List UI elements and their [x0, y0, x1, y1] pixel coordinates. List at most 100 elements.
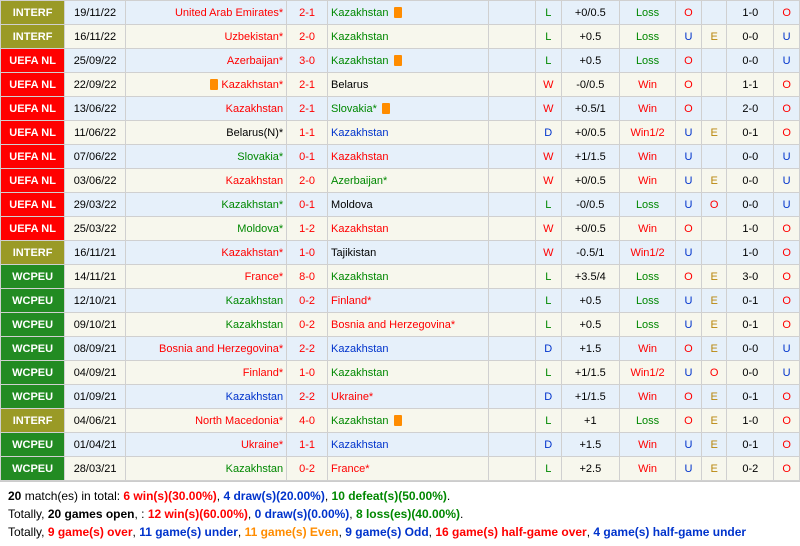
away-team[interactable]: Kazakhstan — [328, 433, 489, 457]
home-team[interactable]: Kazakhstan* — [125, 193, 286, 217]
home-team[interactable]: Finland* — [125, 361, 286, 385]
match-row[interactable]: UEFA NL13/06/22Kazakhstan2-1Slovakia* W+… — [1, 97, 800, 121]
first-half — [489, 217, 536, 241]
away-team[interactable]: Kazakhstan — [328, 409, 489, 433]
home-team[interactable]: North Macedonia* — [125, 409, 286, 433]
match-row[interactable]: WCPEU01/04/21Ukraine*1-1KazakhstanD+1.5W… — [1, 433, 800, 457]
match-row[interactable]: WCPEU09/10/21Kazakhstan0-2Bosnia and Her… — [1, 313, 800, 337]
score[interactable]: 0-1 — [287, 193, 328, 217]
score[interactable]: 0-2 — [287, 457, 328, 481]
handicap: +1/1.5 — [561, 385, 619, 409]
ou-2 — [701, 73, 727, 97]
competition-badge: INTERF — [1, 1, 65, 25]
score[interactable]: 2-1 — [287, 73, 328, 97]
result: W — [535, 217, 561, 241]
score[interactable]: 4-0 — [287, 409, 328, 433]
home-team[interactable]: Kazakhstan — [125, 289, 286, 313]
ht-score: 0-0 — [727, 169, 774, 193]
away-team[interactable]: Kazakhstan — [328, 145, 489, 169]
home-team[interactable]: Kazakhstan — [125, 169, 286, 193]
away-team[interactable]: Kazakhstan — [328, 265, 489, 289]
match-row[interactable]: WCPEU14/11/21France*8-0KazakhstanL+3.5/4… — [1, 265, 800, 289]
home-team[interactable]: Bosnia and Herzegovina* — [125, 337, 286, 361]
match-row[interactable]: UEFA NL22/09/22 Kazakhstan*2-1BelarusW-0… — [1, 73, 800, 97]
match-row[interactable]: UEFA NL07/06/22Slovakia*0-1KazakhstanW+1… — [1, 145, 800, 169]
home-team[interactable]: Kazakhstan — [125, 457, 286, 481]
score[interactable]: 2-2 — [287, 337, 328, 361]
score[interactable]: 0-1 — [287, 145, 328, 169]
score[interactable]: 2-0 — [287, 169, 328, 193]
score[interactable]: 1-0 — [287, 241, 328, 265]
away-team[interactable]: Belarus — [328, 73, 489, 97]
match-date: 01/09/21 — [65, 385, 126, 409]
score[interactable]: 2-0 — [287, 25, 328, 49]
away-team[interactable]: Kazakhstan — [328, 217, 489, 241]
match-row[interactable]: WCPEU08/09/21Bosnia and Herzegovina*2-2K… — [1, 337, 800, 361]
score[interactable]: 3-0 — [287, 49, 328, 73]
away-team[interactable]: Kazakhstan — [328, 337, 489, 361]
home-team[interactable]: Kazakhstan — [125, 313, 286, 337]
summary-line-3: Totally, 9 game(s) over, 11 game(s) unde… — [8, 523, 792, 541]
result: W — [535, 97, 561, 121]
ou-4: O — [774, 265, 800, 289]
score[interactable]: 1-0 — [287, 361, 328, 385]
ou-2: E — [701, 313, 727, 337]
home-team[interactable]: Slovakia* — [125, 145, 286, 169]
away-team[interactable]: Kazakhstan — [328, 49, 489, 73]
home-team[interactable]: Kazakhstan* — [125, 241, 286, 265]
away-team[interactable]: Kazakhstan — [328, 361, 489, 385]
away-team[interactable]: Moldova — [328, 193, 489, 217]
home-team[interactable]: Azerbaijan* — [125, 49, 286, 73]
match-row[interactable]: WCPEU28/03/21Kazakhstan0-2France*L+2.5Wi… — [1, 457, 800, 481]
match-row[interactable]: WCPEU04/09/21Finland*1-0KazakhstanL+1/1.… — [1, 361, 800, 385]
match-row[interactable]: UEFA NL03/06/22Kazakhstan2-0Azerbaijan*W… — [1, 169, 800, 193]
match-row[interactable]: INTERF19/11/22United Arab Emirates*2-1Ka… — [1, 1, 800, 25]
match-row[interactable]: INTERF16/11/21Kazakhstan*1-0TajikistanW-… — [1, 241, 800, 265]
away-team[interactable]: France* — [328, 457, 489, 481]
home-team[interactable]: Ukraine* — [125, 433, 286, 457]
ou-1: O — [676, 73, 702, 97]
score[interactable]: 2-2 — [287, 385, 328, 409]
away-team[interactable]: Bosnia and Herzegovina* — [328, 313, 489, 337]
home-team[interactable]: Belarus(N)* — [125, 121, 286, 145]
match-date: 14/11/21 — [65, 265, 126, 289]
match-row[interactable]: INTERF04/06/21North Macedonia*4-0Kazakhs… — [1, 409, 800, 433]
score[interactable]: 1-1 — [287, 121, 328, 145]
home-team[interactable]: Kazakhstan* — [125, 73, 286, 97]
home-team[interactable]: Kazakhstan — [125, 97, 286, 121]
home-team[interactable]: Kazakhstan — [125, 385, 286, 409]
ou-4: O — [774, 409, 800, 433]
away-team[interactable]: Ukraine* — [328, 385, 489, 409]
first-half — [489, 409, 536, 433]
competition-badge: WCPEU — [1, 337, 65, 361]
score[interactable]: 1-1 — [287, 433, 328, 457]
competition-badge: UEFA NL — [1, 49, 65, 73]
away-team[interactable]: Kazakhstan — [328, 25, 489, 49]
score[interactable]: 0-2 — [287, 289, 328, 313]
away-team[interactable]: Tajikistan — [328, 241, 489, 265]
match-date: 04/09/21 — [65, 361, 126, 385]
first-half — [489, 73, 536, 97]
ou-2: E — [701, 409, 727, 433]
score[interactable]: 8-0 — [287, 265, 328, 289]
match-row[interactable]: UEFA NL29/03/22Kazakhstan*0-1MoldovaL-0/… — [1, 193, 800, 217]
score[interactable]: 2-1 — [287, 97, 328, 121]
away-team[interactable]: Slovakia* — [328, 97, 489, 121]
home-team[interactable]: France* — [125, 265, 286, 289]
match-row[interactable]: INTERF16/11/22Uzbekistan*2-0KazakhstanL+… — [1, 25, 800, 49]
match-row[interactable]: WCPEU01/09/21Kazakhstan2-2Ukraine*D+1/1.… — [1, 385, 800, 409]
away-team[interactable]: Kazakhstan — [328, 121, 489, 145]
away-team[interactable]: Azerbaijan* — [328, 169, 489, 193]
away-team[interactable]: Finland* — [328, 289, 489, 313]
away-team[interactable]: Kazakhstan — [328, 1, 489, 25]
match-row[interactable]: UEFA NL11/06/22Belarus(N)*1-1KazakhstanD… — [1, 121, 800, 145]
home-team[interactable]: Moldova* — [125, 217, 286, 241]
match-row[interactable]: UEFA NL25/09/22Azerbaijan*3-0Kazakhstan … — [1, 49, 800, 73]
match-row[interactable]: WCPEU12/10/21Kazakhstan0-2Finland*L+0.5L… — [1, 289, 800, 313]
score[interactable]: 2-1 — [287, 1, 328, 25]
home-team[interactable]: United Arab Emirates* — [125, 1, 286, 25]
score[interactable]: 0-2 — [287, 313, 328, 337]
match-row[interactable]: UEFA NL25/03/22Moldova*1-2KazakhstanW+0/… — [1, 217, 800, 241]
home-team[interactable]: Uzbekistan* — [125, 25, 286, 49]
score[interactable]: 1-2 — [287, 217, 328, 241]
